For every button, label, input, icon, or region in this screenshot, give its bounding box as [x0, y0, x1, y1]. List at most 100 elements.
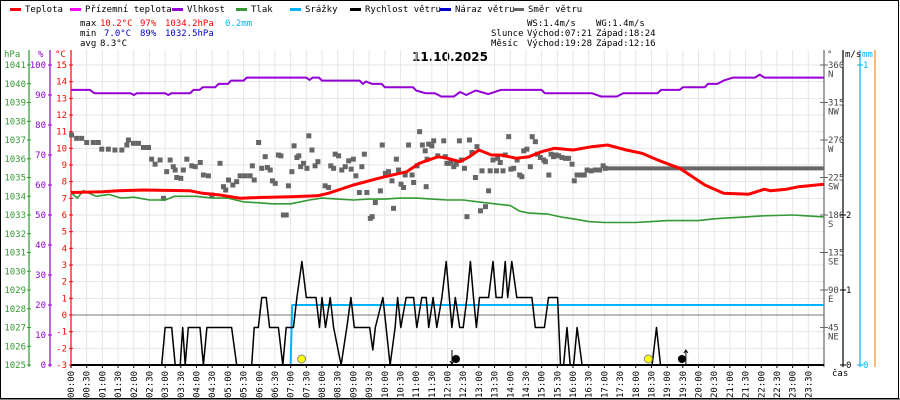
wind-direction-point [161, 195, 167, 201]
wind-direction-point [174, 175, 180, 180]
stats-min-temp: 7.0°C [104, 29, 131, 39]
wind-direction-point [361, 151, 367, 157]
time-label: 00:00 [67, 371, 77, 398]
wind-direction-point [119, 147, 125, 153]
rain-unit: mm [862, 50, 873, 60]
axes: hPa% °C ° m/s mm1025102610271028102910301031… [0, 50, 900, 400]
stats-min-humidity: 89% [140, 29, 157, 39]
wind-direction-point [247, 173, 253, 179]
wind-direction-point [90, 140, 96, 145]
wind-direction-point [304, 165, 310, 171]
time-label: 03:00 [161, 371, 171, 398]
wind-direction-point [315, 159, 321, 165]
time-label: 12:00 [444, 371, 454, 398]
wind-direction-point [322, 183, 328, 189]
wind-direction-point [298, 164, 304, 170]
wind-direction-point [309, 147, 315, 153]
wind-direction-point [486, 188, 492, 194]
wind-direction-point [472, 175, 478, 180]
wind-direction-point [79, 135, 85, 141]
wind-direction-point [537, 155, 543, 160]
wind-direction-point [69, 132, 75, 138]
wind-direction-point [578, 172, 584, 178]
stats-max-label: max [80, 19, 97, 29]
stats-max-temp: 10.2°C [100, 19, 133, 29]
time-label: 13:30 [491, 371, 501, 398]
time-label: 20:30 [710, 371, 720, 398]
wind-direction-point [272, 180, 278, 186]
legend-swatch [290, 8, 301, 11]
temperature-tick-label: 8 [62, 178, 67, 188]
wind-unit: m/s [845, 50, 861, 60]
sunset-time: Západ:18:24 [596, 29, 656, 39]
time-label: 11:00 [412, 371, 422, 398]
wind-direction-point [584, 167, 590, 173]
time-label: 22:30 [773, 371, 783, 398]
wind-direction-point [559, 155, 565, 160]
wind-direction-point [490, 157, 496, 163]
temperature-tick-label: 1 [62, 294, 67, 304]
pressure-tick-label: 1038 [4, 117, 26, 127]
wind-direction-point [372, 200, 378, 205]
wind-direction-point [422, 148, 428, 154]
wind-direction-point [280, 212, 286, 218]
wind-direction-point [105, 146, 111, 152]
wind-direction-point [237, 173, 243, 179]
direction-unit: ° [827, 50, 832, 60]
wind-direction-point [453, 161, 459, 167]
time-label: 23:00 [789, 371, 799, 398]
temperature-tick-label: 11 [56, 128, 67, 138]
legend-item: Přízemní teplota [85, 5, 172, 15]
wind-direction-point [592, 167, 598, 173]
wind-gust-summary: WG:1.4m/s [596, 19, 645, 29]
stats-block: max 10.2°C 97% 1034.2hPa 0.2mm min 7.0°C… [80, 19, 252, 49]
wind-direction-point [167, 157, 173, 163]
wind-direction-point [217, 160, 223, 166]
wind-direction-point [464, 214, 470, 220]
legend-item: Vlhkost [187, 5, 225, 15]
temperature-tick-label: 6 [62, 211, 67, 221]
wind-direction-point [548, 151, 554, 157]
wind-direction-point [497, 160, 503, 165]
time-label: 10:30 [396, 371, 406, 398]
time-label: 06:00 [255, 371, 265, 398]
wind-speed-summary: WS:1.4m/s [527, 19, 576, 29]
time-label: 05:00 [224, 371, 234, 398]
direction-tick-label: 270 [828, 136, 844, 146]
temperature-tick-label: 2 [62, 278, 67, 288]
temperature-tick-label: 13 [56, 94, 67, 104]
temperature-tick-label: 9 [62, 161, 67, 171]
pressure-tick-label: 1030 [4, 267, 26, 277]
wind-direction-point [350, 156, 356, 162]
wind-direction-point [417, 129, 423, 135]
pressure-tick-label: 1032 [4, 230, 26, 240]
wind-direction-point [379, 142, 385, 148]
humidity-tick-label: 40 [35, 241, 46, 251]
wind-direction-point [556, 153, 562, 159]
wind-direction-point [353, 173, 359, 179]
wind-direction-point [251, 177, 257, 183]
moonrise-arrow-icon [683, 349, 689, 364]
humidity-tick-label: 50 [35, 211, 46, 221]
direction-compass-label: W [828, 145, 834, 155]
temperature-tick-label: 0 [62, 311, 67, 321]
wind-direction-point [184, 156, 190, 162]
wind-direction-point [487, 168, 493, 174]
wind-direction-point [283, 212, 289, 218]
temperature-tick-label: -1 [56, 328, 67, 338]
wind-direction-point [223, 187, 229, 193]
wind-tick-label: 2 [846, 211, 851, 221]
legend-item: Směr větru [528, 5, 582, 15]
legend-swatch [440, 8, 451, 11]
wind-direction-point [264, 165, 270, 170]
legend-item: Teplota [25, 5, 63, 15]
wind-speed-line [71, 260, 824, 366]
wind-direction-point [275, 152, 281, 158]
time-label: 09:30 [365, 371, 375, 398]
wind-direction-point [339, 167, 345, 173]
wind-direction-point [312, 163, 318, 169]
x-axis-label: čas [832, 368, 848, 379]
wind-direction-point [124, 142, 130, 148]
humidity-tick-label: 100 [30, 61, 46, 71]
legend-swatch [236, 8, 247, 11]
